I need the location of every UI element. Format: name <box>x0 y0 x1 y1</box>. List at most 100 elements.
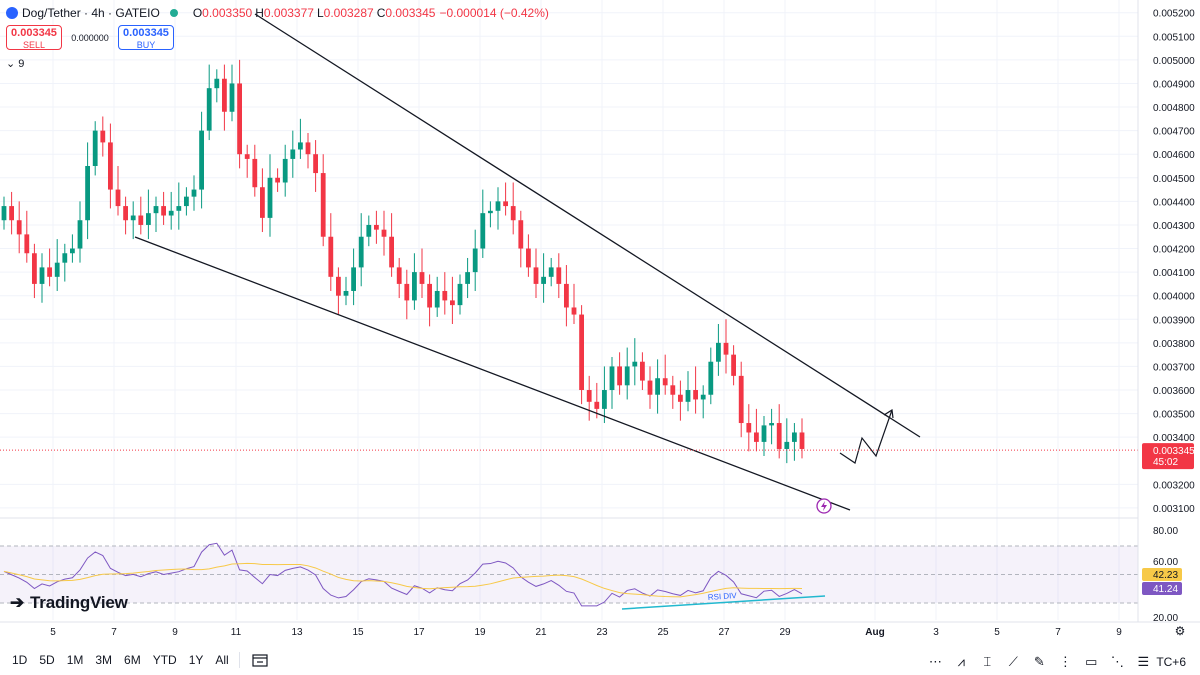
candle-body <box>9 206 14 221</box>
candle <box>320 154 326 247</box>
rsi-tick-label: 60.00 <box>1153 557 1178 568</box>
candle <box>442 272 448 315</box>
price-tick-label: 0.003800 <box>1153 339 1195 350</box>
candle <box>351 248 356 306</box>
candle <box>602 366 607 424</box>
candle <box>647 366 653 409</box>
candle <box>776 404 782 459</box>
price-tick-label: 0.003700 <box>1153 362 1195 373</box>
text-tool-icon[interactable]: ☰ <box>1137 654 1150 669</box>
candle <box>662 354 668 395</box>
measure-tool-icon[interactable]: ⋱ <box>1110 654 1124 669</box>
candle-body <box>184 196 189 207</box>
candle <box>518 210 524 268</box>
candle-body <box>351 267 356 291</box>
candle-body <box>564 283 569 308</box>
candle <box>358 213 364 287</box>
sell-price: 0.003345 <box>11 27 57 39</box>
time-tick-label: 25 <box>657 627 669 638</box>
candle <box>16 201 22 254</box>
time-tick-label: 7 <box>111 627 117 638</box>
candle-body <box>647 380 653 395</box>
cursor-tool-icon[interactable]: ⌶ <box>983 654 992 669</box>
rsi-lines: RSI DIV <box>3 542 826 610</box>
time-tick-label: 5 <box>50 627 56 638</box>
rsi-ma-line <box>3 562 803 598</box>
timeframe-1y[interactable]: 1Y <box>188 652 204 667</box>
candle-body <box>548 267 554 277</box>
buy-button[interactable]: 0.003345 BUY <box>118 25 174 50</box>
candle <box>640 352 645 391</box>
candle <box>746 404 752 452</box>
candle-body <box>716 342 721 362</box>
candle-body <box>358 236 364 268</box>
time-tick-label: 13 <box>291 627 303 638</box>
timeframe-ytd[interactable]: YTD <box>152 652 177 667</box>
candle-body <box>199 130 204 190</box>
candle <box>115 165 121 216</box>
price-tick-label: 0.003600 <box>1153 386 1195 397</box>
candle-body <box>731 354 736 376</box>
price-tick-label: 0.005200 <box>1153 9 1195 20</box>
candle <box>328 213 334 291</box>
candle-body <box>533 267 539 284</box>
candle-body <box>769 423 774 426</box>
lower-trendline <box>134 236 851 511</box>
candle <box>738 361 744 438</box>
price-tick-label: 0.003100 <box>1153 504 1195 515</box>
candle-body <box>275 177 280 183</box>
candle-body <box>617 366 622 386</box>
candle-body <box>761 425 767 442</box>
timeframe-all[interactable]: All <box>215 652 229 667</box>
market-open-icon <box>169 9 178 17</box>
rectangle-tool-icon[interactable]: ▭ <box>1085 654 1098 669</box>
countdown-label: 45:02 <box>1153 457 1178 468</box>
sell-button[interactable]: 0.003345 SELL <box>6 25 62 50</box>
settings-gear-icon: ⚙ <box>1175 624 1186 638</box>
candle <box>541 253 546 303</box>
candle-body <box>594 401 600 409</box>
price-chart[interactable]: RSI DIV 0.005200 0.005100 0.005000 0.004900… <box>0 0 1200 645</box>
candle <box>366 215 372 247</box>
candle-body <box>465 272 470 284</box>
candle-body <box>609 366 615 391</box>
candle-body <box>693 390 698 400</box>
timeframe-5d[interactable]: 5D <box>39 652 55 667</box>
candle <box>685 371 691 412</box>
timezone-label[interactable]: TC+6 <box>1156 655 1186 669</box>
candle-body <box>381 229 387 237</box>
timeframe-1m[interactable]: 1M <box>66 652 84 667</box>
candle <box>184 187 189 216</box>
brush-tool-icon[interactable]: ✎ <box>1033 654 1045 669</box>
candle <box>282 144 288 197</box>
timeframe-6m[interactable]: 6M <box>124 652 141 667</box>
candle-body <box>24 234 30 254</box>
calendar-icon[interactable] <box>252 653 268 667</box>
candle-body <box>374 224 379 230</box>
candle-body <box>503 201 508 207</box>
candle-body <box>343 290 349 296</box>
candle <box>548 257 554 287</box>
candle <box>799 418 805 459</box>
ellipsis-icon[interactable]: ⋯ <box>928 654 942 669</box>
time-tick-label: Aug <box>865 627 884 638</box>
candle <box>510 182 516 235</box>
fib-tool-icon[interactable]: ⋮ <box>1058 654 1072 669</box>
price-tick-label: 0.004700 <box>1153 127 1195 138</box>
time-tick-label: 3 <box>933 627 939 638</box>
rsi-badge <box>1142 582 1182 595</box>
indicators-toggle[interactable]: ⌄ 9 <box>6 57 24 70</box>
candle-body <box>214 78 220 89</box>
tradingview-logo: ➔ TradingView <box>10 593 128 613</box>
timeframe-1d[interactable]: 1D <box>12 652 28 667</box>
candle <box>161 191 166 225</box>
trendline-tool-icon[interactable]: ⟋ <box>1008 654 1018 669</box>
candle <box>92 121 98 176</box>
candle-body <box>495 201 501 211</box>
candle-body <box>298 142 303 150</box>
timeframe-3m[interactable]: 3M <box>95 652 113 667</box>
candle-body <box>267 177 273 218</box>
pattern-tool-icon[interactable]: ⩘ <box>957 654 965 669</box>
time-tick-label: 17 <box>413 627 425 638</box>
candle <box>396 257 402 299</box>
